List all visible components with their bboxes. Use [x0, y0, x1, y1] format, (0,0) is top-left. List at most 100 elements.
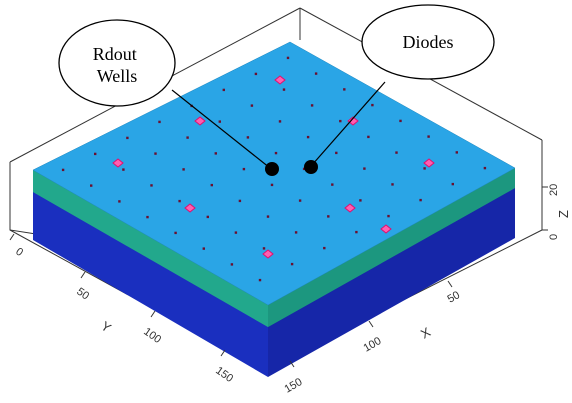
sensor-dot — [427, 135, 430, 138]
sensor-dot — [294, 231, 298, 234]
readout-well-marker — [262, 249, 274, 259]
x-tick-100: 100 — [362, 335, 384, 355]
sensor-dot — [395, 151, 398, 154]
y-tick-100: 100 — [141, 326, 163, 346]
sensor-dot — [210, 183, 213, 187]
y-axis-label: Y — [98, 318, 114, 335]
rdout-wells-callout: Rdout Wells — [58, 19, 176, 107]
callout-leaders — [171, 81, 386, 176]
readout-well-marker — [274, 75, 286, 85]
svg-text:Rdout Wells: Rdout Wells — [93, 44, 142, 86]
sensor-dot — [355, 230, 358, 234]
readout-well-marker — [344, 203, 356, 213]
sensor-dot — [174, 231, 177, 235]
sensor-dot — [158, 120, 161, 124]
sensor-dot — [154, 152, 157, 155]
sensor-dot — [282, 88, 286, 91]
diodes-callout: Diodes — [361, 4, 495, 80]
sensor-dot — [302, 167, 306, 171]
readout-well-marker — [423, 158, 435, 168]
sensor-dot — [150, 184, 153, 187]
sensor-dot — [483, 166, 487, 170]
x-axis-label: X — [418, 324, 433, 341]
sensor-dot — [262, 247, 266, 250]
sensor-dot — [250, 104, 254, 107]
y-tick-150: 150 — [213, 365, 235, 385]
sensor-dot — [274, 151, 278, 155]
sensor-dot — [234, 231, 238, 234]
sensor-dot — [118, 200, 121, 203]
sensor-dot — [391, 183, 394, 186]
sensor-dot — [146, 215, 149, 219]
sensor-dot — [270, 183, 274, 187]
z-axis-label: Z — [556, 210, 571, 218]
rdout-wells-pointer-dot — [265, 162, 279, 176]
sensor-dot — [238, 199, 242, 203]
sensor-dot — [290, 262, 294, 266]
readout-well-marker — [184, 203, 196, 213]
sensor-dot — [323, 246, 326, 250]
sensor-dot — [359, 199, 362, 202]
rdout-wells-line-1: Rdout — [93, 44, 137, 64]
sensor-dot — [254, 72, 258, 76]
sensor-dot — [182, 168, 185, 171]
sensor-dot — [455, 151, 458, 154]
sensor-dot — [230, 263, 234, 266]
sensor-dot — [258, 278, 262, 282]
sensor-dots — [61, 56, 487, 282]
sensor-dot — [306, 135, 310, 139]
sensor-dot — [186, 136, 189, 139]
sensor-dot — [202, 247, 205, 250]
y-tick-0: 0 — [13, 246, 25, 259]
sensor-dot — [178, 199, 181, 203]
sensor-dot — [343, 88, 346, 91]
sensor-dot — [94, 152, 97, 156]
diodes-label: Diodes — [403, 32, 454, 52]
sensor-dot — [278, 120, 282, 123]
sensor-dot — [399, 119, 402, 123]
diodes-pointer-dot — [304, 160, 318, 174]
sensor-dot — [363, 167, 366, 170]
sensor-dot — [61, 168, 65, 172]
y-tick-50: 50 — [74, 286, 91, 303]
z-axis — [542, 186, 548, 231]
rdout-wells-line-2: Wells — [97, 66, 138, 86]
sensor-dot — [90, 184, 93, 187]
x-axis — [289, 280, 453, 368]
readout-well-marker — [194, 116, 206, 126]
sensor-dot — [327, 215, 330, 218]
sensor-dot — [246, 136, 250, 139]
readout-well-marker — [347, 116, 359, 126]
sensor-dot — [242, 167, 246, 171]
readout-well-marker — [112, 158, 124, 168]
readout-well-marker — [380, 224, 392, 234]
sensor-dot — [222, 88, 225, 92]
block-sides — [33, 168, 515, 377]
sensor-dot — [206, 215, 209, 219]
sensor-dot — [451, 182, 454, 186]
z-tick-0: 0 — [548, 234, 560, 240]
sensor-dot — [266, 215, 270, 218]
sensor-dot — [298, 199, 302, 202]
x-tick-50: 50 — [446, 289, 463, 306]
readout-well-markers — [112, 75, 435, 259]
sensor-dot — [367, 135, 370, 139]
z-tick-20: 20 — [548, 184, 560, 196]
sensor-dot — [214, 152, 217, 155]
sensor-dot — [339, 119, 342, 123]
sensor-dot — [310, 104, 314, 107]
sensor-dot — [126, 136, 129, 140]
x-tick-150: 150 — [283, 376, 305, 396]
sensor-dot — [314, 72, 318, 75]
sensor-dot — [423, 167, 426, 170]
sensor-dot — [419, 198, 422, 202]
sensor-dot — [122, 168, 125, 171]
sensor-dot — [331, 183, 334, 186]
sensor-dot — [335, 151, 338, 155]
sensor-dot — [387, 214, 390, 218]
sensor-dot — [286, 56, 290, 60]
sensor-dot — [218, 120, 221, 123]
sensor-dot — [371, 103, 374, 107]
y-axis — [9, 233, 226, 357]
